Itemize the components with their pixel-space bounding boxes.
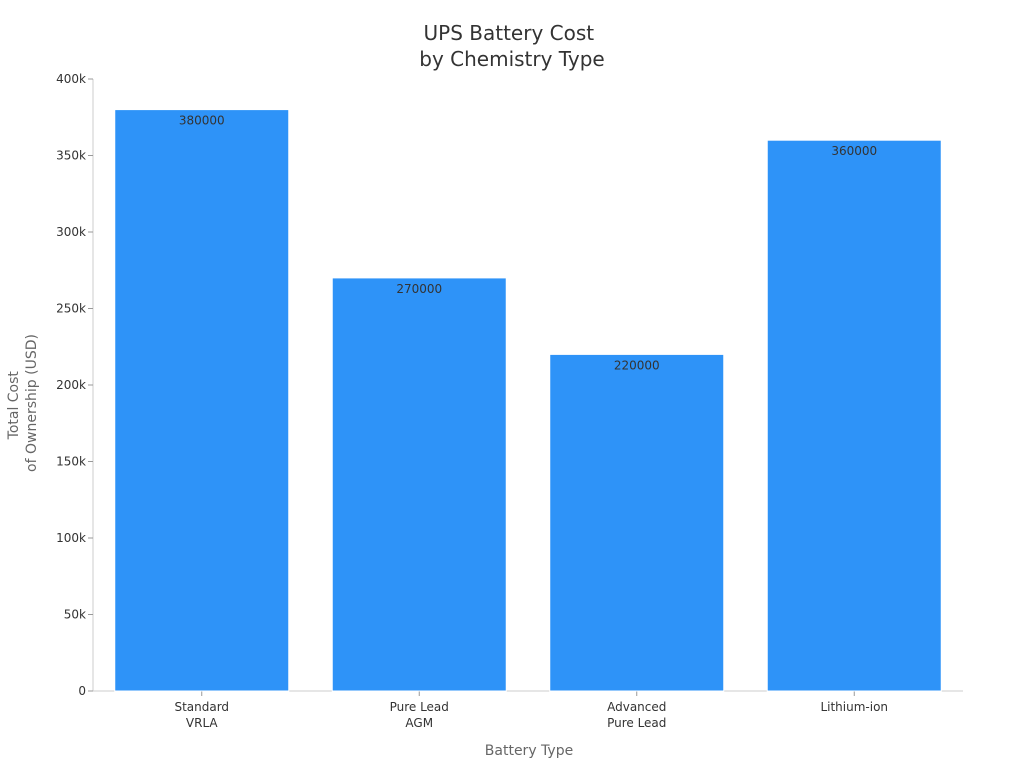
x-tick-label: Advanced Pure Lead	[607, 700, 666, 730]
y-tick-label: 200k	[56, 378, 86, 392]
bar[interactable]	[549, 353, 725, 692]
x-axis-title: Battery Type	[485, 743, 573, 759]
bar[interactable]	[766, 139, 942, 692]
y-tick-label: 100k	[56, 531, 86, 545]
chart-title-line-2: by Chemistry Type	[419, 47, 605, 71]
y-tick-label: 150k	[56, 455, 86, 469]
x-tick-label: Lithium-ion	[820, 700, 888, 714]
y-axis-title-line-2: of Ownership (USD)	[24, 334, 40, 472]
x-tick-label: Standard VRLA	[174, 700, 229, 730]
y-axis: 0 50k 100k 150k 200k 250k 300k 350k 400k	[56, 72, 94, 698]
bar-series	[114, 109, 942, 692]
bar[interactable]	[114, 109, 290, 692]
y-tick-label: 400k	[56, 72, 86, 86]
y-tick-label: 50k	[64, 608, 86, 622]
data-labels: 380000 270000 220000 360000	[179, 114, 877, 373]
y-axis-title: Total Cost of Ownership (USD)	[6, 334, 40, 472]
bar[interactable]	[331, 277, 507, 692]
chart-title: UPS Battery Cost by Chemistry Type	[419, 21, 605, 71]
data-label: 220000	[614, 358, 660, 372]
chart-title-line-1: UPS Battery Cost	[424, 21, 595, 45]
y-axis-title-line-1: Total Cost	[6, 371, 22, 441]
data-label: 360000	[831, 144, 877, 158]
data-label: 270000	[396, 282, 442, 296]
y-tick-label: 350k	[56, 149, 86, 163]
x-tick-label: Pure Lead AGM	[390, 700, 449, 730]
data-label: 380000	[179, 114, 225, 128]
y-tick-label: 0	[78, 684, 86, 698]
x-axis: Standard VRLA Pure Lead AGM Advanced Pure Lea…	[93, 690, 963, 730]
y-tick-label: 250k	[56, 302, 86, 316]
y-tick-label: 300k	[56, 225, 86, 239]
